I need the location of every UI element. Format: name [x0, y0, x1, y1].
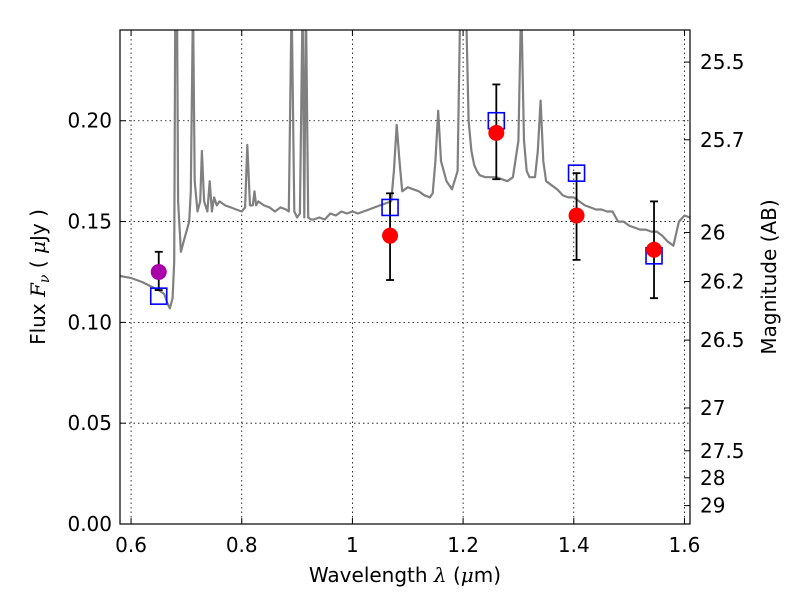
- y-tick-label: 0.15: [67, 210, 112, 234]
- y-tick-label: 0.05: [67, 411, 112, 435]
- observed-flux-point: [382, 227, 399, 244]
- model-flux-square: [567, 164, 586, 182]
- observed-flux-point: [646, 241, 663, 258]
- gridlines: [120, 30, 690, 524]
- y-axis-title: Flux Fν ( μJy ): [26, 209, 53, 345]
- y2-tick-label: 29: [700, 494, 725, 518]
- y2-tick-label: 26: [700, 221, 725, 245]
- y-tick-label: 0.00: [67, 512, 112, 536]
- y2-tick-label: 26.2: [700, 270, 745, 294]
- model-spectrum: [120, 30, 690, 310]
- axis-ticks: 0.6 0.8 1 1.2 1.4 1.6 0.00 0.05 0.10 0.15 0.20 25.5…: [67, 30, 745, 557]
- y-tick-label: 0.20: [67, 109, 112, 133]
- x-axis-title: Wavelength λ (μm): [309, 563, 501, 587]
- observed-flux-point: [150, 263, 167, 280]
- x-tick-label: 1.4: [558, 533, 590, 557]
- data-markers: [149, 111, 663, 305]
- x-tick-label: 0.6: [115, 533, 147, 557]
- y2-axis-title: Magnitude (AB): [757, 199, 781, 354]
- model-flux-square: [149, 287, 168, 305]
- x-tick-label: 1.6: [669, 533, 701, 557]
- spectrum-line: [120, 30, 690, 310]
- x-tick-label: 1: [346, 533, 359, 557]
- x-tick-label: 0.8: [226, 533, 258, 557]
- y2-tick-label: 25.7: [700, 128, 745, 152]
- observed-flux-point: [568, 207, 585, 224]
- model-flux-square: [381, 198, 399, 217]
- plot-frame: [119, 29, 691, 525]
- x-tick-label: 1.2: [447, 533, 479, 557]
- y2-tick-label: 28: [700, 466, 725, 490]
- y-tick-label: 0.10: [67, 310, 112, 334]
- y2-tick-label: 27.5: [700, 439, 745, 463]
- error-bars: [154, 83, 659, 300]
- y2-tick-label: 26.5: [700, 328, 745, 352]
- y2-tick-label: 25.5: [700, 50, 745, 74]
- y2-tick-label: 27: [700, 396, 725, 420]
- observed-flux-point: [488, 124, 505, 141]
